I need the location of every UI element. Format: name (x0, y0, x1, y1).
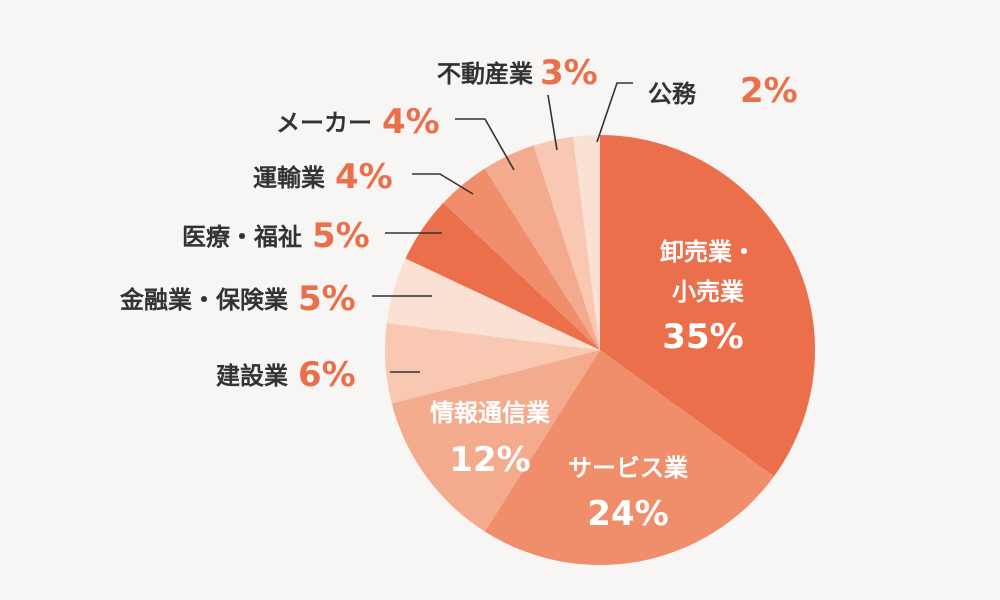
pie-labels: 卸売業・小売業 35% サービス業 24% 情報通信業 12% 建設業 6% 金融業・保険業 5%… (119, 53, 798, 534)
pie-slice-6 (443, 168, 600, 350)
slice-label-0-line-0: 卸売業・ (660, 238, 756, 266)
slice-label-0-line-1: 小売業 (672, 278, 744, 306)
slice-pct-5: 5% (312, 216, 370, 256)
slice-label-7: メーカー (276, 109, 372, 137)
pie-slices (384, 135, 815, 565)
leader-line-8 (547, 94, 558, 151)
slice-pct-6: 4% (335, 157, 393, 197)
slice-pct-7: 4% (382, 102, 440, 142)
slice-pct-9: 2% (740, 71, 798, 111)
slice-label-1: サービス業 (568, 454, 688, 482)
pie-slice-5 (405, 202, 600, 350)
slice-pct-2: 12% (449, 440, 530, 480)
slice-label-9: 公務 (648, 80, 697, 108)
slice-label-8: 不動産業 (437, 60, 533, 88)
slice-pct-0: 35% (662, 317, 743, 357)
slice-label-4: 金融業・保険業 (119, 286, 288, 314)
pie-slice-4 (386, 258, 600, 350)
slice-label-5: 医療・福祉 (182, 223, 302, 251)
slice-label-2: 情報通信業 (430, 399, 550, 427)
leader-line-7 (455, 118, 515, 171)
slice-pct-8: 3% (540, 53, 598, 93)
pie-slice-8 (533, 136, 600, 350)
slice-pct-4: 5% (298, 279, 356, 319)
leader-line-9 (596, 82, 633, 143)
leader-line-6 (412, 173, 474, 195)
pie-slice-0 (600, 135, 815, 477)
pie-slice-2 (391, 350, 600, 532)
pie-slice-9 (573, 135, 600, 350)
slice-pct-1: 24% (587, 494, 668, 534)
pie-slice-3 (384, 323, 600, 404)
pie-slice-1 (484, 350, 774, 565)
slice-pct-3: 6% (298, 355, 356, 395)
slice-label-3: 建設業 (216, 362, 288, 390)
slice-label-6: 運輸業 (253, 164, 325, 192)
pie-slice-7 (484, 145, 600, 350)
